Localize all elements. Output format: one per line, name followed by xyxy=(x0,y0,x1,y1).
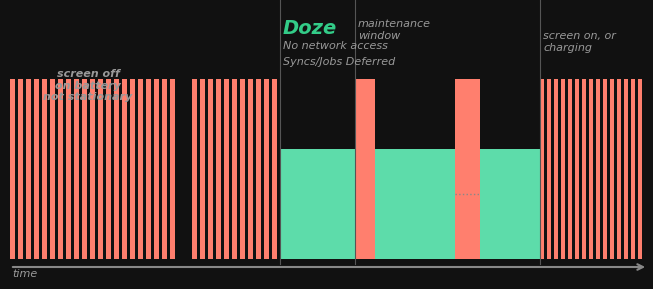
Bar xyxy=(554,79,558,259)
Bar xyxy=(375,149,455,259)
Bar xyxy=(589,79,593,259)
Bar xyxy=(638,79,642,259)
Bar xyxy=(138,79,143,259)
Bar xyxy=(575,79,579,259)
Bar xyxy=(455,79,470,259)
Bar xyxy=(256,79,261,259)
Bar xyxy=(34,79,39,259)
Text: screen off
on battery
not stationary: screen off on battery not stationary xyxy=(43,69,133,102)
Bar xyxy=(162,79,167,259)
Bar xyxy=(232,79,237,259)
Bar xyxy=(82,79,87,259)
Bar xyxy=(74,79,79,259)
Bar xyxy=(170,79,175,259)
Bar xyxy=(200,79,205,259)
Bar xyxy=(26,79,31,259)
Bar xyxy=(208,79,213,259)
Bar xyxy=(146,79,151,259)
Bar xyxy=(224,79,229,259)
Bar xyxy=(280,149,355,259)
Text: maintenance
window: maintenance window xyxy=(358,19,431,40)
Bar xyxy=(18,79,23,259)
Bar xyxy=(603,79,607,259)
Bar xyxy=(248,79,253,259)
Bar xyxy=(10,79,15,259)
Bar xyxy=(617,79,621,259)
Bar xyxy=(272,79,277,259)
Bar xyxy=(624,79,628,259)
Bar xyxy=(561,79,565,259)
Bar xyxy=(98,79,103,259)
Bar xyxy=(631,79,635,259)
Bar xyxy=(114,79,119,259)
Bar xyxy=(240,79,245,259)
Bar xyxy=(42,79,47,259)
Bar xyxy=(50,79,55,259)
Bar xyxy=(154,79,159,259)
Text: screen on, or
charging: screen on, or charging xyxy=(543,31,616,53)
Bar xyxy=(216,79,221,259)
Bar xyxy=(470,79,480,259)
Bar xyxy=(480,149,540,259)
Bar xyxy=(122,79,127,259)
Text: Doze: Doze xyxy=(283,19,337,38)
Bar xyxy=(596,79,600,259)
Text: time: time xyxy=(12,269,37,279)
Bar xyxy=(90,79,95,259)
Bar xyxy=(582,79,586,259)
Text: Syncs/Jobs Deferred: Syncs/Jobs Deferred xyxy=(283,57,395,67)
Bar xyxy=(192,79,197,259)
Bar xyxy=(355,79,375,259)
Bar xyxy=(547,79,551,259)
Bar xyxy=(568,79,572,259)
Bar xyxy=(58,79,63,259)
Bar xyxy=(106,79,111,259)
Text: No network access: No network access xyxy=(283,41,388,51)
Bar xyxy=(130,79,135,259)
Bar xyxy=(540,79,544,259)
Bar xyxy=(610,79,614,259)
Bar xyxy=(264,79,269,259)
Bar xyxy=(66,79,71,259)
